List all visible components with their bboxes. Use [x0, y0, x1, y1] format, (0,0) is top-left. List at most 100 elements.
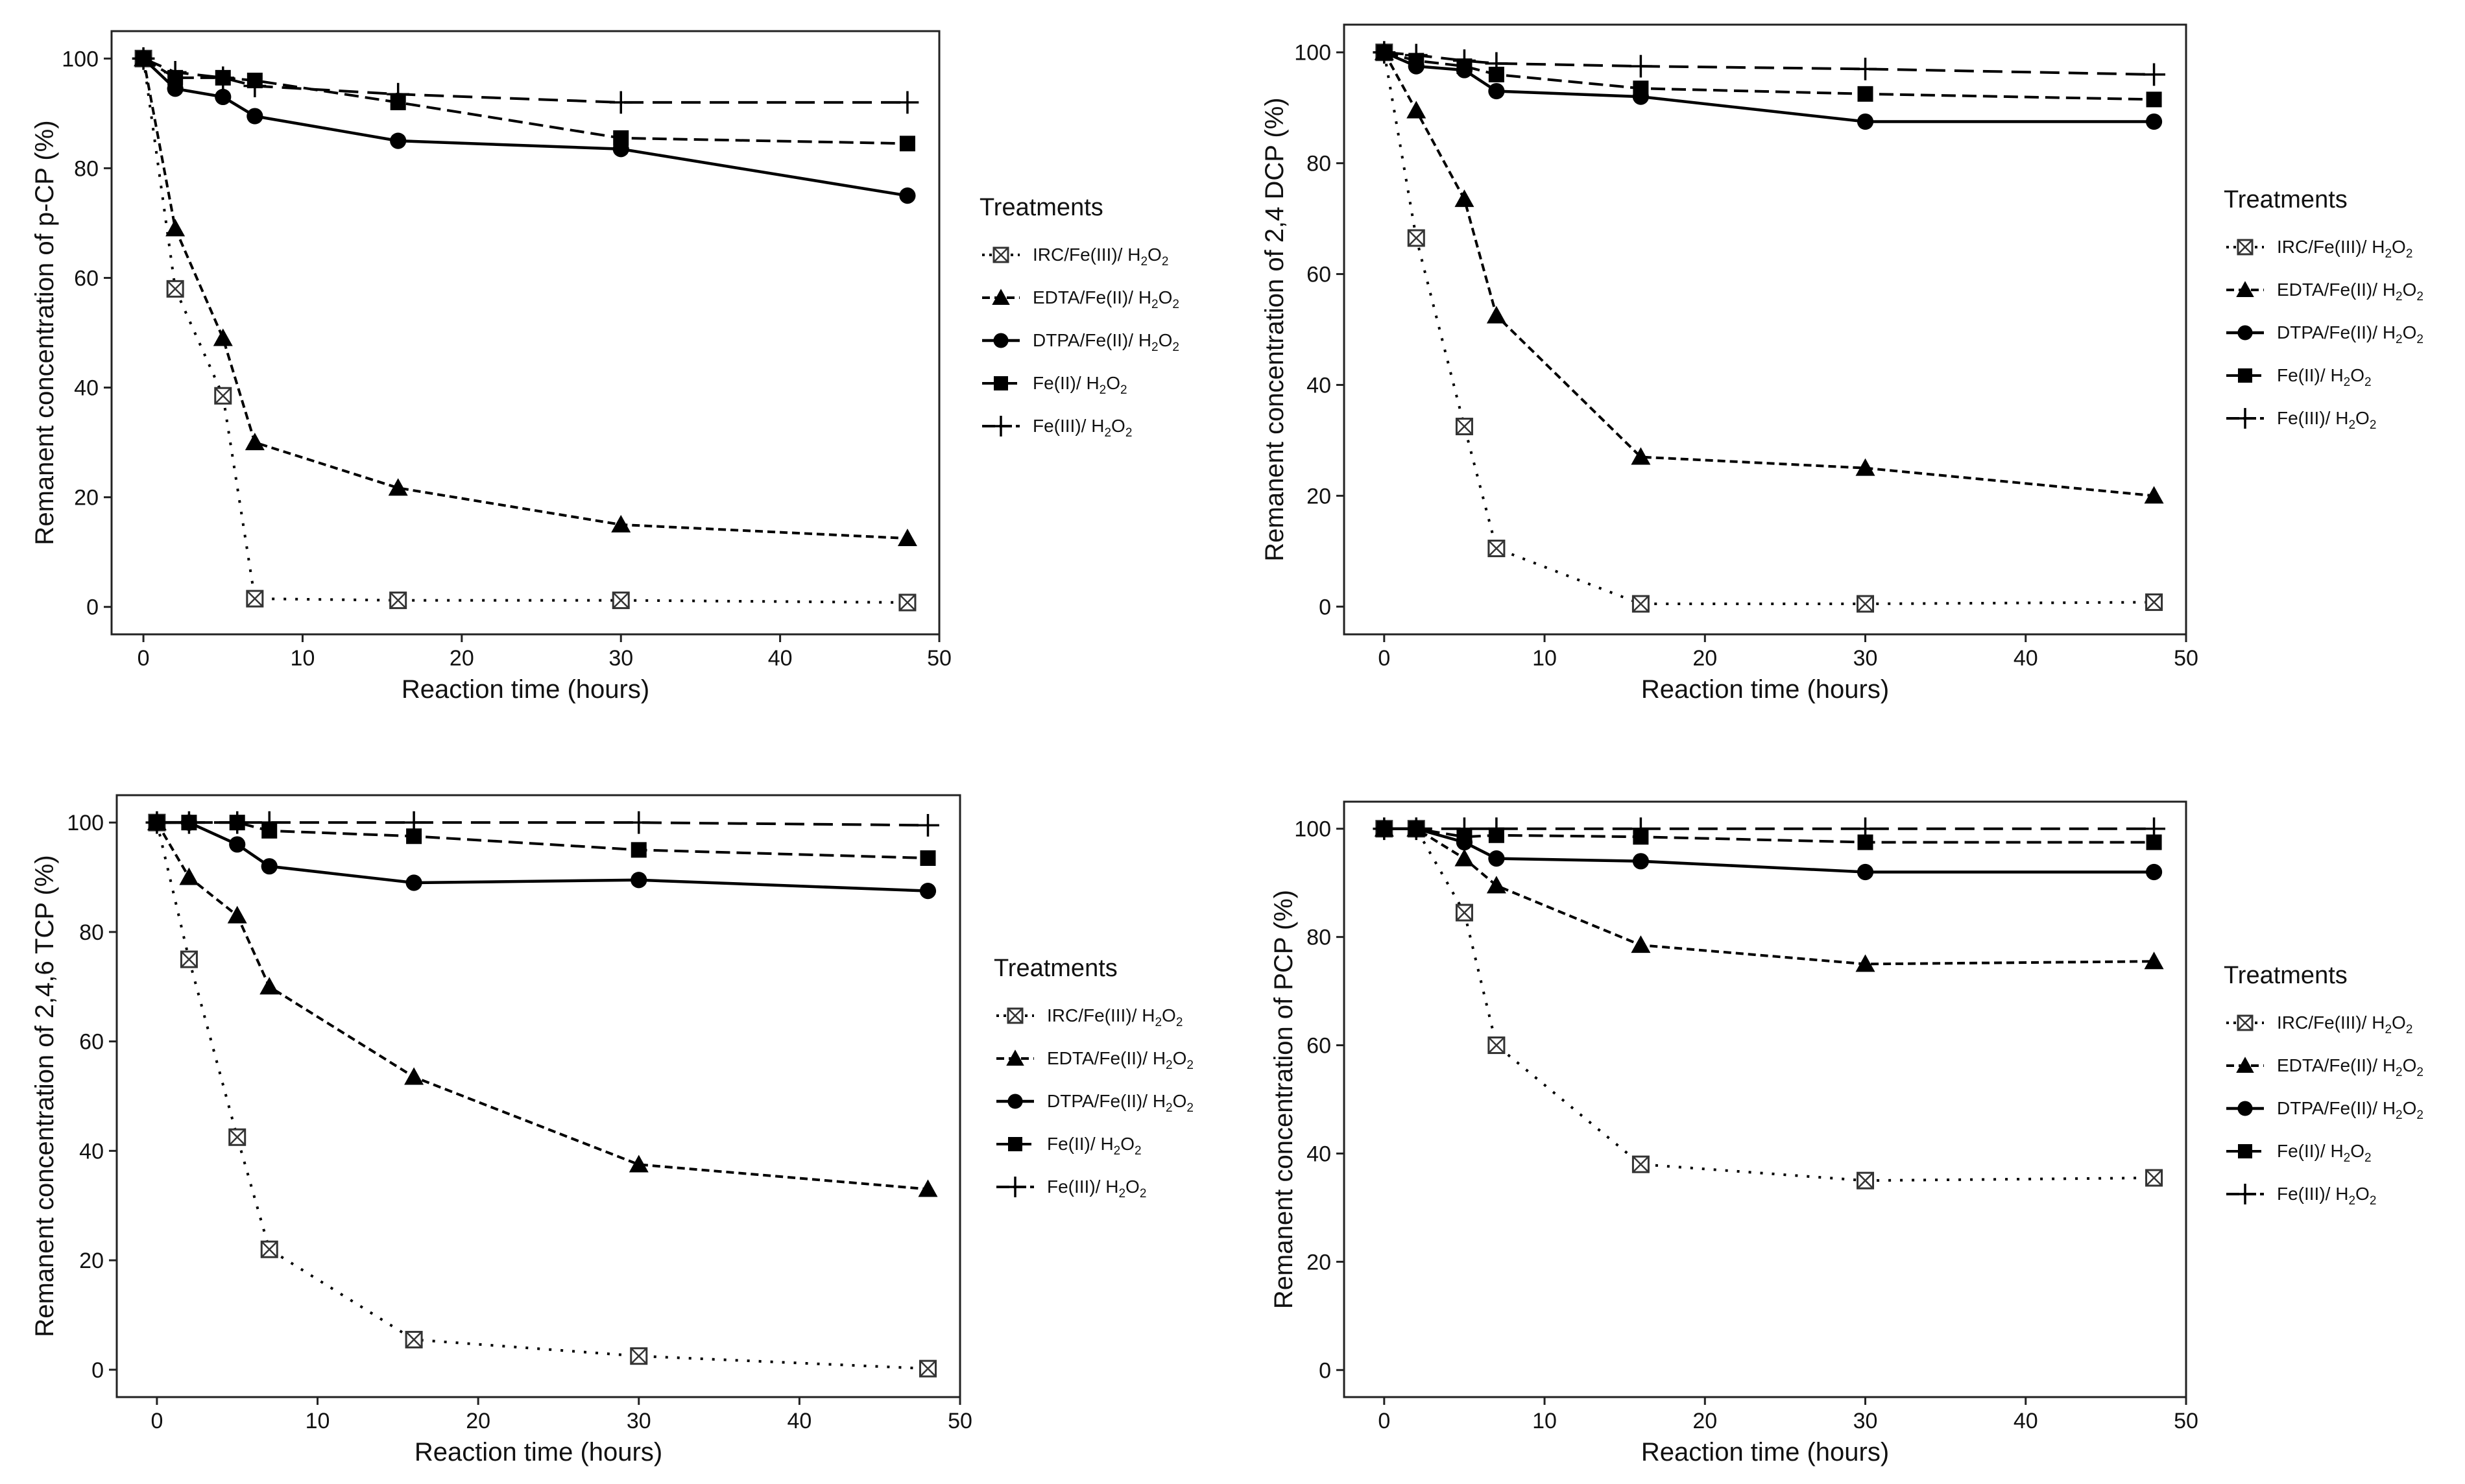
data-point	[260, 1240, 278, 1258]
y-tick-label: 40	[74, 376, 99, 401]
legend-entry-2: EDTA/Fe(II)/ H2O2	[2226, 1055, 2423, 1079]
data-point	[2145, 113, 2163, 130]
chart-panel-2: 0 10 20 30 40 50 0 20 40 60 80 100 Reaction time (ho…	[1260, 23, 2423, 704]
legend-key-marker	[2237, 325, 2253, 341]
data-point	[899, 136, 915, 152]
legend-key-marker	[2238, 368, 2252, 383]
data-point	[1486, 876, 1506, 894]
data-point	[611, 514, 631, 533]
legend-label: Fe(III)/ H2O2	[1033, 416, 1132, 440]
series-line	[142, 58, 908, 604]
y-tick-label: 0	[1319, 595, 1331, 619]
data-point	[1857, 595, 1875, 613]
data-point	[261, 858, 278, 875]
data-point	[898, 593, 917, 612]
legend-label: DTPA/Fe(II)/ H2O2	[1033, 330, 1179, 354]
data-point	[1488, 850, 1505, 867]
legend-entry-3: DTPA/Fe(II)/ H2O2	[996, 1091, 1194, 1115]
legend-title: Treatments	[980, 194, 1103, 221]
series-1	[148, 813, 937, 1378]
data-point	[613, 130, 629, 146]
legend-label: IRC/Fe(III)/ H2O2	[2277, 1012, 2412, 1036]
data-point	[228, 1128, 246, 1146]
y-tick-label: 20	[1306, 1250, 1331, 1275]
legend-label: DTPA/Fe(II)/ H2O2	[2277, 322, 2423, 346]
data-point	[1854, 57, 1877, 80]
legend-entry-5: Fe(III)/ H2O2	[2226, 1184, 2376, 1208]
legend-label: EDTA/Fe(II)/ H2O2	[2277, 1055, 2423, 1079]
data-point	[918, 1179, 938, 1197]
data-point	[1629, 54, 1652, 78]
y-tick-label: 100	[1294, 41, 1331, 66]
data-point	[226, 811, 249, 834]
series-1	[1375, 43, 2163, 613]
y-tick-label: 0	[86, 595, 99, 620]
legend-entry-2: EDTA/Fe(II)/ H2O2	[2226, 280, 2423, 304]
data-point	[178, 811, 200, 834]
legend-entry-5: Fe(III)/ H2O2	[982, 416, 1132, 440]
legend-key-marker	[2237, 1101, 2253, 1116]
legend-key-marker	[994, 376, 1008, 390]
data-point	[2146, 91, 2162, 108]
data-point	[1487, 1036, 1506, 1055]
legend-entry-5: Fe(III)/ H2O2	[996, 1177, 1146, 1201]
legend-key-marker	[2238, 1144, 2252, 1158]
data-point	[1373, 41, 1396, 64]
data-point	[389, 592, 407, 610]
data-point	[388, 478, 408, 496]
series-line	[142, 58, 908, 540]
plot-frame	[115, 794, 961, 1398]
legend-label: IRC/Fe(III)/ H2O2	[2277, 237, 2412, 261]
data-point	[630, 1347, 648, 1365]
legend-title: Treatments	[2224, 186, 2348, 213]
x-axis-title: Reaction time (hours)	[1641, 1438, 1889, 1466]
legend-label: Fe(II)/ H2O2	[1033, 373, 1127, 397]
data-point	[1404, 43, 1428, 67]
y-tick-label: 0	[1319, 1358, 1331, 1383]
x-tick-label: 50	[927, 646, 952, 671]
data-point	[1406, 101, 1426, 119]
data-point	[2144, 951, 2164, 970]
legend-key-marker	[1006, 1049, 1024, 1066]
data-point	[1629, 817, 1652, 841]
x-tick-label: 30	[608, 646, 633, 671]
series-3	[1376, 44, 2163, 130]
chart-panel-4: 0 10 20 30 40 50 0 20 40 60 80 100 Reaction time (ho…	[1269, 800, 2423, 1466]
legend-key-marker	[2235, 408, 2255, 429]
x-tick-label: 40	[2014, 646, 2038, 671]
y-tick-label: 20	[79, 1249, 104, 1273]
legend-entry-4: Fe(II)/ H2O2	[996, 1134, 1142, 1158]
series-5	[1373, 817, 2165, 841]
x-tick-label: 10	[291, 646, 315, 671]
data-point	[259, 977, 280, 995]
data-point	[1453, 49, 1476, 72]
data-point	[1488, 82, 1505, 100]
x-tick-label: 30	[1853, 646, 1878, 671]
data-point	[919, 883, 937, 900]
data-point	[246, 590, 264, 608]
data-point	[227, 905, 247, 924]
data-point	[1854, 817, 1877, 841]
data-point	[1633, 80, 1649, 97]
legend-entry-3: DTPA/Fe(II)/ H2O2	[2226, 322, 2423, 346]
x-tick-label: 10	[306, 1409, 330, 1433]
y-axis-title: Remanent concentration of p-CP (%)	[30, 120, 59, 545]
legend-label: IRC/Fe(III)/ H2O2	[1033, 245, 1168, 269]
x-tick-label: 0	[138, 646, 150, 671]
series-5	[145, 811, 939, 837]
x-tick-label: 20	[450, 646, 474, 671]
data-point	[897, 529, 917, 547]
series-5	[1373, 41, 2165, 86]
plot-frame	[1343, 23, 2187, 636]
series-1	[1375, 820, 2163, 1190]
legend-entry-2: EDTA/Fe(II)/ H2O2	[982, 287, 1179, 311]
series-4	[1376, 820, 2162, 850]
data-point	[1857, 863, 1874, 881]
y-tick-label: 100	[1294, 817, 1331, 842]
data-point	[2145, 863, 2163, 881]
data-point	[1453, 817, 1476, 841]
y-tick-label: 40	[1306, 373, 1331, 398]
y-tick-label: 20	[74, 486, 99, 510]
y-tick-label: 0	[91, 1358, 104, 1383]
data-point	[402, 811, 426, 834]
